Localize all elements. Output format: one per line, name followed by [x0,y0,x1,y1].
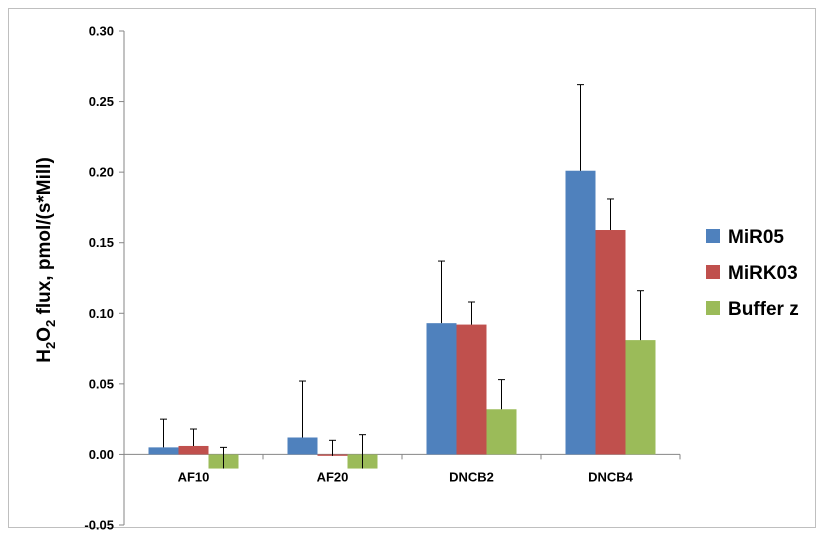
bar-mir05 [426,323,457,455]
bar-mirk03 [178,445,209,455]
bar-mir05 [287,437,318,455]
x-tick-label: AF20 [317,469,349,484]
legend-label: MiRK03 [728,263,798,284]
legend-swatch [706,265,720,279]
x-tick-label: AF10 [178,469,210,484]
legend-swatch [706,229,720,243]
legend-label: Buffer z [728,299,799,320]
bar-mirk03 [595,230,626,455]
x-axis: AF10 AF20 DNCB2 DNCB4 [123,453,681,484]
y-axis: -0.05 0.00 0.05 0.10 0.15 0.20 0.25 0.30 [84,24,125,533]
y-tick-label: 0.15 [89,235,114,250]
x-tick-label: DNCB4 [588,469,634,484]
y-tick-label: 0.25 [89,94,114,109]
y-tick-label: 0.30 [89,24,114,39]
bar-buffer-z [625,340,656,455]
legend: MiR05 MiRK03 Buffer z [706,227,799,320]
y-tick-label: 0.10 [89,306,114,321]
error-bars [160,84,644,469]
bars [148,170,656,469]
x-tick-label: DNCB2 [449,469,494,484]
legend-swatch [706,301,720,315]
y-tick-label: 0.05 [89,376,114,391]
y-tick-label: 0.20 [89,165,114,180]
y-tick-label: -0.05 [84,518,114,533]
bar-buffer-z [486,409,517,455]
y-axis-label: H2O2 flux, pmol/(s*Mill) [34,157,58,363]
chart-frame [8,8,816,528]
bar-mir05 [148,447,179,455]
legend-label: MiR05 [728,227,784,248]
y-tick-label: 0.00 [89,447,114,462]
bar-mir05 [565,170,596,455]
bar-mirk03 [456,324,487,455]
